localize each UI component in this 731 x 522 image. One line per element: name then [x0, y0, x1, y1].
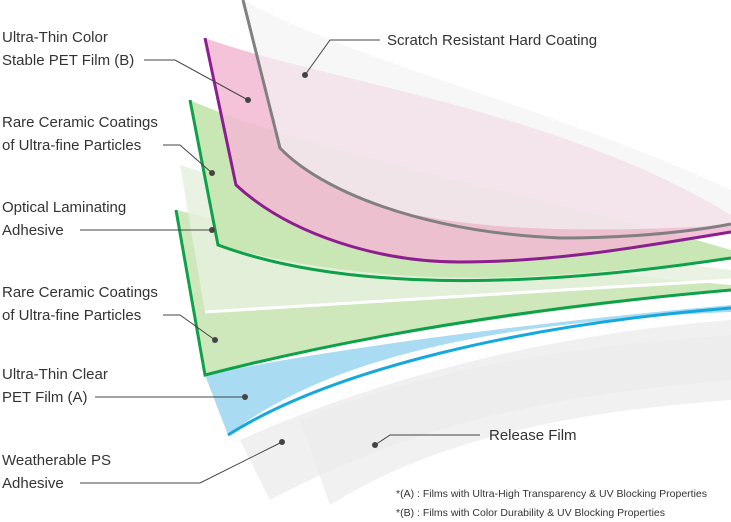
label-rare-ceramic-1: Rare Ceramic Coatings of Ultra-fine Parti…	[2, 114, 158, 154]
footnote-a: *(A) : Films with Ultra-High Transparenc…	[396, 488, 708, 500]
clear-pet-film-layer	[205, 305, 731, 435]
label-release-film: Release Film	[489, 427, 577, 444]
clear-pet-film-edge	[227, 306, 731, 437]
color-pet-film-edge	[203, 37, 731, 264]
release-film-layer-1	[240, 320, 731, 500]
label-optical-adhesive: Optical Laminating Adhesive	[2, 199, 127, 239]
hard-coating-layer	[243, 0, 731, 230]
optical-adhesive-edge	[204, 278, 731, 314]
label-weatherable-adhesive: Weatherable PS Adhesive	[2, 452, 111, 492]
label-rare-ceramic-2: Rare Ceramic Coatings of Ultra-fine Parti…	[2, 284, 158, 324]
footnote-b: *(B) : Films with Color Durability & UV …	[396, 507, 665, 519]
leader-dots	[209, 72, 378, 448]
label-ultra-thin-clear-pet: Ultra-Thin Clear PET Film (A)	[2, 366, 108, 406]
leader-lines	[80, 39, 480, 484]
ceramic-coating-1-edge	[188, 99, 731, 283]
ceramic-coating-2-edge	[174, 209, 731, 377]
label-scratch-coating: Scratch Resistant Hard Coating	[387, 32, 598, 49]
hard-coating-edge	[241, 0, 731, 240]
label-ultra-thin-color-pet: Ultra-Thin Color Stable PET Film (B)	[2, 29, 135, 69]
